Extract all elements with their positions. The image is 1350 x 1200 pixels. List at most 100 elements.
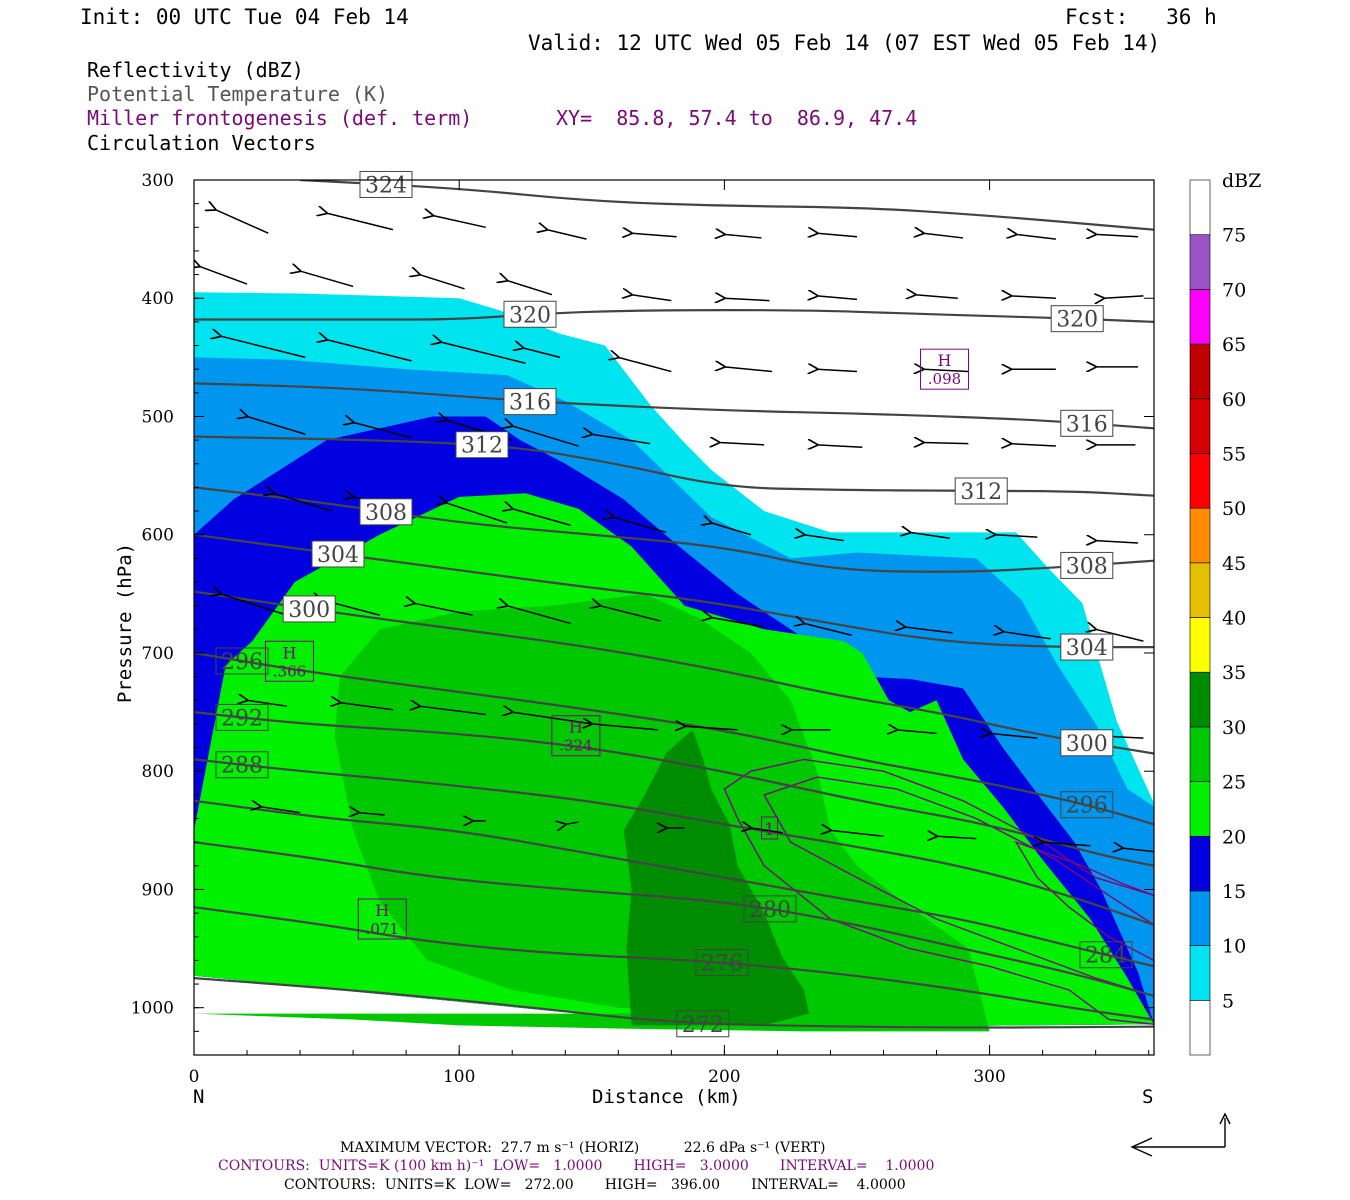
circulation-vector — [512, 509, 571, 526]
init-time: Init: 00 UTC Tue 04 Feb 14 — [80, 5, 409, 29]
colorbar-label: 5 — [1222, 990, 1234, 1012]
theta-contour-324 — [300, 180, 1154, 231]
colorbar-label: 40 — [1222, 608, 1246, 630]
theta-label-text: 312 — [461, 434, 503, 459]
circulation-vector — [1016, 234, 1056, 240]
colorbar-label: 20 — [1222, 826, 1246, 848]
theta-label-box — [215, 703, 269, 731]
theta-label-text: 288 — [221, 754, 263, 779]
theta-label-text: 308 — [1066, 554, 1108, 579]
theta-label-text: 316 — [509, 391, 551, 416]
circulation-vector — [685, 726, 738, 730]
circulation-vector — [419, 706, 486, 716]
theta-label-312-1: 312 — [954, 477, 1008, 505]
footer-contours-theta: CONTOURS: UNITS=K LOW= 272.00 HIGH= 396.… — [284, 1177, 906, 1193]
theta-label-box — [359, 170, 413, 198]
theta-label-text: 276 — [701, 952, 743, 977]
y-tick-label: 900 — [142, 880, 174, 900]
colorbar-label: 15 — [1222, 881, 1246, 903]
colorbar-swatch — [1189, 453, 1211, 509]
theta-label-box — [1060, 409, 1114, 437]
circulation-vector — [1011, 296, 1056, 298]
y-tick-label: 500 — [142, 407, 174, 427]
colorbar-label: 45 — [1222, 553, 1246, 575]
fronto-max-box — [357, 898, 407, 940]
colorbar-swatch — [1189, 835, 1211, 892]
circulation-vector — [446, 503, 508, 524]
colorbar-swatch — [1189, 726, 1211, 782]
legend-reflectivity: Reflectivity (dBZ) — [87, 58, 304, 82]
circulation-vector — [995, 535, 1038, 537]
circulation-vector — [719, 443, 765, 445]
y-tick-label: 600 — [142, 526, 174, 546]
colorbar-swatch — [1189, 890, 1211, 946]
circulation-vector — [724, 234, 762, 238]
colorbar-label: 75 — [1222, 225, 1246, 247]
theta-label-304-1: 304 — [1060, 633, 1114, 661]
theta-label-296-0: 296 — [215, 647, 269, 675]
circulation-vector — [1043, 842, 1091, 846]
theta-contour-300 — [194, 590, 1154, 755]
circulation-vector — [1096, 541, 1139, 543]
refl-fill-10 — [194, 357, 1154, 1028]
theta-label-text: 324 — [365, 173, 407, 198]
circulation-vector — [221, 336, 306, 359]
circulation-vector — [817, 296, 858, 300]
theta-label-300-0: 300 — [282, 595, 336, 623]
fronto-max-label: H — [375, 901, 389, 920]
x-tick-label: 200 — [708, 1067, 740, 1087]
legend-xy: XY= 85.8, 57.4 to 86.9, 47.4 — [556, 106, 918, 130]
circulation-vector — [414, 603, 473, 616]
theta-label-288-0: 288 — [215, 751, 269, 779]
axes: 0 100 200 300 300 400 500 600 700 800 900 1000 — [131, 171, 1154, 1087]
circulation-vector — [937, 836, 977, 838]
refl-fill-20 — [194, 493, 1154, 1028]
circulation-vector — [613, 517, 667, 534]
theta-contour-284 — [194, 799, 1154, 968]
circulation-vector — [1096, 736, 1144, 738]
fronto-max-label: H — [938, 351, 952, 370]
circulation-vector — [1122, 848, 1154, 852]
colorbar-label: 55 — [1222, 443, 1246, 465]
y-tick-label: 1000 — [131, 999, 174, 1019]
theta-contour-296 — [194, 651, 1154, 826]
fronto-max-0: H.098 — [919, 348, 969, 390]
theta-label-box — [455, 431, 509, 459]
theta-label-316-1: 316 — [1060, 409, 1114, 437]
theta-label-text: 296 — [1066, 794, 1108, 819]
circulation-vector — [817, 369, 858, 371]
theta-label-296-1: 296 — [1060, 791, 1114, 819]
fronto-max-value: .324 — [559, 737, 592, 755]
y-tick-label: 300 — [142, 171, 174, 191]
x-tick-label: 0 — [189, 1067, 200, 1087]
colorbar-swatch — [1189, 234, 1211, 290]
circulation-vector — [915, 295, 958, 299]
circulation-vector — [711, 618, 765, 628]
circulation-vector — [433, 215, 486, 229]
circulation-vector — [711, 523, 752, 536]
theta-label-box — [215, 751, 269, 779]
colorbar-swatch — [1189, 343, 1211, 400]
circulation-vector — [353, 497, 407, 510]
refl-fill-5 — [194, 292, 1154, 1028]
theta-contour-288 — [194, 758, 1154, 926]
theta-label-text: 316 — [1066, 412, 1108, 437]
theta-label-box — [503, 300, 557, 328]
circulation-vector — [247, 416, 306, 435]
colorbar-label: 70 — [1222, 279, 1246, 301]
circulation-vector — [817, 233, 858, 237]
circulation-vector — [260, 807, 301, 814]
y-axis-title: Pressure (hPa) — [114, 542, 136, 704]
y-tick-label: 700 — [142, 644, 174, 664]
circulation-vector — [600, 606, 661, 622]
theta-label-box — [1060, 791, 1114, 819]
circulation-vectors — [199, 210, 1154, 852]
theta-contours — [194, 180, 1154, 1029]
circulation-vector — [247, 700, 287, 707]
theta-contour-304 — [194, 533, 1154, 649]
circulation-vector — [327, 213, 394, 231]
theta-label-box — [743, 895, 797, 923]
theta-contour-272 — [194, 977, 1154, 1029]
plot-frame — [193, 179, 1155, 1056]
colorbar-label: 30 — [1222, 717, 1246, 739]
